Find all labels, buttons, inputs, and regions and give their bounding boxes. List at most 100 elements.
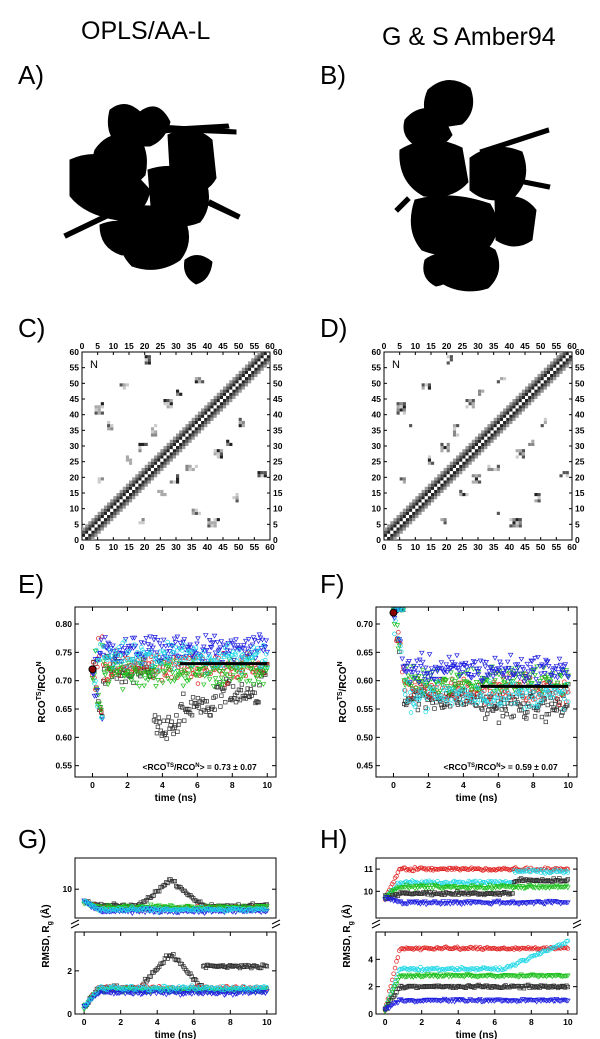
x-tick-label-bottom: 40 [505, 542, 515, 552]
data-point [457, 674, 463, 679]
protein-ribbon-structure-a [63, 104, 241, 285]
contact-cell [521, 399, 525, 403]
contact-cell [471, 474, 475, 478]
data-point [256, 632, 263, 638]
data-point [145, 977, 151, 982]
data-point [165, 956, 170, 961]
contact-cell [207, 420, 211, 425]
data-point [501, 680, 508, 686]
contact-cell [138, 442, 142, 446]
contact-cell [490, 427, 494, 431]
data-point [140, 647, 145, 653]
contact-cell [169, 452, 173, 456]
contact-cell [468, 458, 472, 462]
y-tick-label: 0 [67, 1009, 72, 1019]
mean-annotation: <RCOTS/RCON> = 0.73 ± 0.07 [142, 762, 257, 772]
contact-cell [565, 471, 569, 475]
data-point [174, 644, 179, 650]
data-point [416, 674, 422, 679]
contact-cell [172, 439, 176, 443]
contact-cell [556, 358, 560, 362]
contact-cell [471, 439, 475, 443]
data-point [465, 671, 472, 677]
data-point [438, 660, 445, 666]
contact-cell [525, 389, 529, 393]
contact-cell [474, 474, 478, 478]
contact-cell [452, 461, 457, 465]
contact-cell [116, 505, 120, 509]
data-point [531, 666, 537, 672]
contact-cell [456, 455, 460, 459]
data-point [158, 644, 165, 650]
data-point [562, 662, 569, 668]
contact-cell [518, 524, 522, 528]
data-point [184, 679, 191, 685]
contact-cell [409, 505, 413, 509]
contact-cell [405, 514, 410, 519]
contact-cell [147, 474, 151, 478]
data-point [153, 684, 159, 690]
data-point [219, 693, 224, 698]
x-tick-label-top: 60 [265, 341, 275, 351]
data-point [443, 678, 450, 684]
contact-cell [568, 358, 572, 362]
x-tick-label-top: 5 [397, 341, 402, 351]
data-point [466, 699, 471, 705]
data-point [90, 678, 97, 684]
contact-cell [169, 480, 173, 484]
panel-label-E: E) [18, 569, 44, 599]
contact-cell [452, 424, 457, 428]
annotation-mid: /RCO [475, 762, 497, 772]
data-point [147, 649, 153, 654]
contact-cell [235, 389, 239, 393]
contact-cell [465, 464, 469, 468]
data-point [195, 673, 201, 679]
contact-cell [512, 414, 516, 418]
contact-cell [562, 367, 566, 371]
contact-cell [540, 389, 544, 393]
contact-cell [103, 524, 108, 528]
contact-cell [424, 496, 428, 500]
data-point [473, 666, 480, 672]
data-point [192, 977, 197, 982]
contact-cell [244, 370, 249, 374]
data-point [565, 690, 570, 695]
contact-cell [509, 414, 513, 418]
y-tick-label: 2 [368, 982, 373, 992]
data-point [138, 640, 145, 646]
y-tick-label-left: 10 [70, 504, 80, 514]
contact-cell [424, 486, 428, 490]
contact-cell [468, 461, 472, 465]
data-point [106, 642, 112, 647]
contact-cell [263, 474, 267, 478]
y-tick-label: 0.60 [55, 732, 72, 742]
data-point [545, 664, 552, 669]
data-point [475, 669, 482, 675]
contact-cell [213, 449, 217, 453]
contact-cell [191, 508, 195, 512]
contact-cell [565, 358, 569, 362]
contact-cell [503, 417, 507, 421]
contact-cell [244, 373, 249, 378]
contact-cell [452, 467, 457, 472]
data-point [163, 663, 170, 669]
contact-cell [97, 408, 101, 412]
contact-cell [238, 424, 242, 428]
contact-cell [515, 408, 519, 412]
contact-cell [163, 461, 167, 465]
contact-cell [229, 442, 233, 446]
contact-cell [122, 386, 126, 390]
data-point [92, 648, 99, 654]
data-point [194, 670, 200, 676]
contact-cell [125, 502, 129, 506]
data-point [526, 675, 533, 681]
contact-cell [518, 408, 522, 412]
contact-cell [396, 527, 400, 531]
data-point [411, 702, 417, 707]
start-marker [389, 608, 398, 617]
data-point [179, 672, 186, 678]
contact-cell [462, 464, 466, 468]
data-point [511, 713, 516, 719]
data-point [118, 653, 124, 658]
data-point [117, 648, 123, 654]
